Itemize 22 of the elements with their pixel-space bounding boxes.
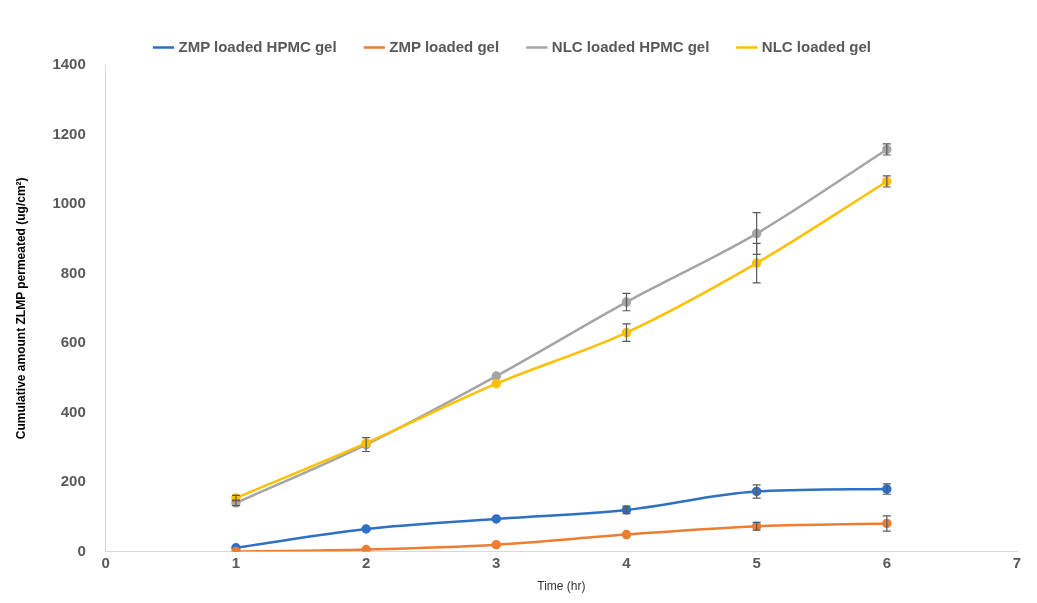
legend-label: NLC loaded gel: [761, 37, 872, 55]
y-tick-label: 400: [60, 402, 86, 420]
x-tick-label: 2: [361, 553, 371, 571]
x-tick-label: 3: [492, 553, 501, 571]
x-tick-label: 6: [882, 553, 891, 571]
x-tick-label: 7: [1012, 553, 1022, 571]
x-tick-label: 1: [231, 553, 241, 571]
legend-label: ZMP loaded HPMC gel: [178, 37, 337, 55]
y-tick-label: 0: [77, 541, 86, 559]
y-tick-label: 1000: [52, 194, 86, 212]
x-tick-label: 0: [101, 553, 110, 571]
legend-label: ZMP loaded gel: [389, 37, 500, 55]
y-tick-label: 1200: [52, 124, 86, 142]
x-tick-label: 5: [752, 553, 761, 571]
y-tick-label: 600: [60, 333, 86, 351]
y-tick-label: 1400: [52, 55, 86, 73]
legend-label: NLC loaded HPMC gel: [551, 37, 710, 55]
x-tick-label: 4: [622, 553, 632, 571]
y-axis-title: Cumulative amount ZLMP permeated (ug/cm²): [13, 177, 28, 440]
y-tick-label: 200: [60, 472, 86, 490]
x-axis-title: Time (hr): [537, 579, 586, 594]
y-tick-label: 800: [60, 263, 86, 281]
